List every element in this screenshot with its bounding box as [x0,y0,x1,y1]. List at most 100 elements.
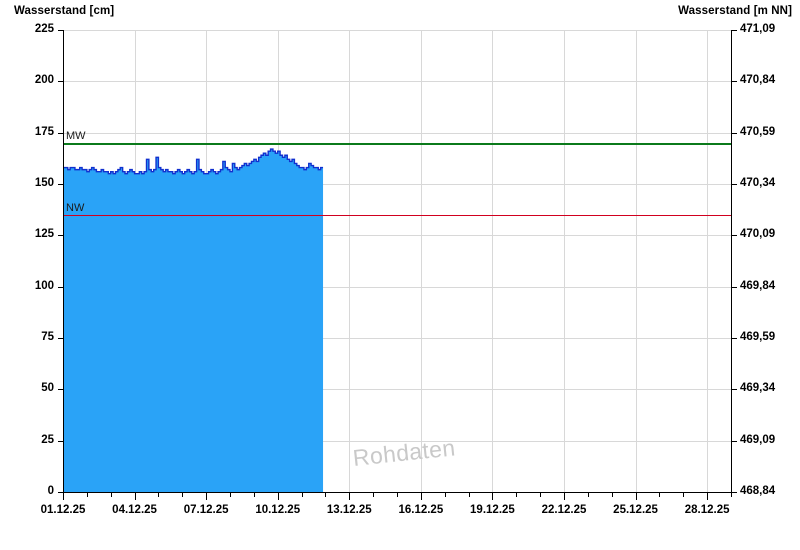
x-axis-tick-major [635,493,637,500]
gridline-horizontal [63,30,731,31]
y-axis-right-label: 470,59 [740,125,776,138]
y-axis-right-tick [732,132,737,134]
x-axis-tick-minor [540,493,542,497]
x-axis-tick-minor [158,493,160,497]
y-axis-right-label: 469,09 [740,433,776,446]
gridline-horizontal [63,132,731,134]
y-axis-left-label: 125 [34,228,54,241]
x-axis-label: 28.12.25 [684,504,730,516]
x-axis-tick-major [564,493,565,500]
y-axis-right-tick [732,492,737,493]
x-axis-tick-minor [301,493,303,497]
gridline-horizontal [63,235,731,237]
x-axis-tick-major [134,493,136,500]
x-axis-tick-major [63,493,64,500]
y-axis-left-tick [58,30,63,31]
x-axis-tick-minor [659,493,661,497]
gridline-horizontal [63,389,731,391]
x-axis-label: 19.12.25 [470,504,515,516]
y-axis-right-tick [732,440,737,442]
y-axis-left-tick [58,132,63,134]
left-axis-title: Wasserstand [cm] [14,5,115,17]
x-axis-tick-minor [397,493,398,497]
y-axis-right-tick [732,235,737,237]
gridline-vertical [635,30,637,492]
gridline-vertical [564,30,565,492]
y-axis-right-label: 470,34 [740,177,776,189]
x-axis-tick-minor [683,493,685,497]
series-top-line [63,148,324,175]
y-axis-left-tick [58,235,63,237]
y-axis-left-label: 225 [34,23,54,35]
y-axis-left-label: 100 [34,279,54,292]
y-axis-left-label: 75 [41,331,54,343]
water-level-series [63,148,324,492]
x-axis-label: 22.12.25 [541,504,587,516]
x-axis-spine [63,492,732,493]
x-axis-tick-major [420,493,422,500]
y-axis-right-tick [732,184,737,185]
y-axis-left-spine [63,30,64,492]
y-axis-right-label: 468,84 [740,485,776,497]
threshold-label-mw: MW [66,129,86,142]
gridline-horizontal [63,81,731,83]
x-axis-tick-minor [230,493,231,497]
x-axis-tick-minor [611,493,613,497]
x-axis-label: 25.12.25 [613,504,658,516]
y-axis-left-label: 50 [41,382,54,395]
x-axis-tick-minor [731,493,732,497]
x-axis-label: 04.12.25 [112,504,157,516]
y-axis-left-label: 0 [47,485,54,497]
right-axis-title: Wasserstand [m NN] [678,5,792,17]
x-axis-tick-major [349,493,351,500]
y-axis-left-tick [58,492,63,493]
y-axis-left-tick [58,286,63,288]
x-axis-tick-minor [110,493,112,497]
gridline-vertical [349,30,351,492]
y-axis-left-tick [58,81,63,83]
threshold-line-mw [63,142,731,145]
x-axis-label: 10.12.25 [255,504,301,516]
y-axis-right-label: 469,59 [740,331,776,343]
y-axis-left-label: 175 [34,125,54,138]
x-axis-label: 13.12.25 [326,504,372,516]
x-axis-tick-minor [325,493,327,497]
y-axis-left-label: 150 [34,177,54,189]
y-axis-left-tick [58,184,63,185]
y-axis-right-label: 469,34 [740,382,776,395]
y-axis-left-tick [58,338,63,339]
x-axis-tick-minor [444,493,446,497]
x-axis-label: 16.12.25 [398,504,444,516]
y-axis-right-tick [732,286,737,288]
gridline-vertical [420,30,422,492]
y-axis-right-label: 469,84 [740,279,776,292]
x-axis-tick-minor [468,493,470,497]
x-axis-label: 07.12.25 [183,504,229,516]
y-axis-right-label: 471,09 [740,23,776,35]
x-axis-label: 01.12.25 [40,504,86,516]
x-axis-tick-minor [373,493,375,497]
x-axis-tick-minor [86,493,88,497]
x-axis-tick-major [277,493,279,500]
x-axis-tick-major [492,493,494,500]
x-axis-tick-minor [587,493,589,497]
plot-area: MW NW [63,30,731,492]
x-axis-tick-minor [516,493,518,497]
gridline-horizontal [63,184,731,185]
x-axis-tick-major [206,493,208,500]
y-axis-right-tick [732,338,737,339]
gridline-vertical [492,30,494,492]
y-axis-right-label: 470,09 [740,228,776,241]
x-axis-tick-major [707,493,709,500]
series-area-fill [63,149,324,492]
gridline-horizontal [63,338,731,339]
y-axis-right-label: 470,84 [740,74,776,87]
gridline-vertical [707,30,709,492]
x-axis-tick-minor [182,493,184,497]
y-axis-left-tick [58,440,63,442]
threshold-label-nw: NW [66,201,85,214]
y-axis-right-spine [731,30,732,492]
y-axis-left-label: 25 [41,433,54,446]
gridline-horizontal [63,440,731,442]
